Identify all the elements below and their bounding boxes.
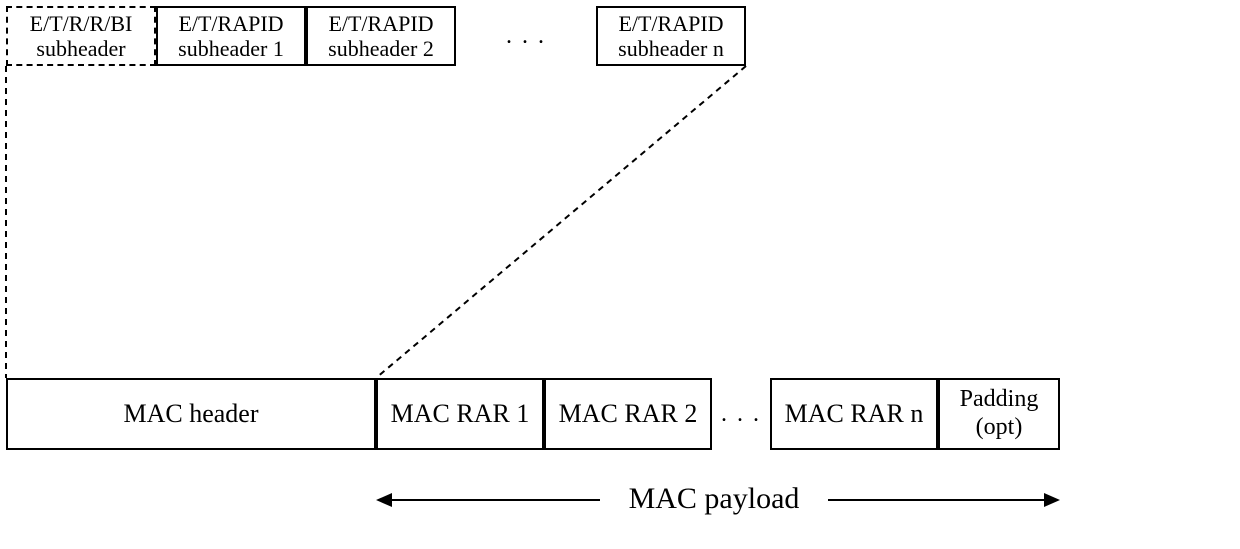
padding-box: Padding (opt) (938, 378, 1060, 450)
subheader-2-line2: subheader 2 (328, 36, 434, 61)
padding-line1: Padding (960, 386, 1039, 414)
subheader-n-line1: E/T/RAPID (618, 11, 723, 36)
mac-rar-2-box: MAC RAR 2 (544, 378, 712, 450)
subheader-1-line2: subheader 1 (178, 36, 284, 61)
subheader-n-line2: subheader n (618, 36, 724, 61)
padding-line2: (opt) (976, 414, 1023, 442)
mac-header-box: MAC header (6, 378, 376, 450)
subheader-bi-line1: E/T/R/R/BI (30, 11, 133, 36)
subheader-bi-box: E/T/R/R/BI subheader (6, 6, 156, 66)
pdu-ellipsis-text: . . . (721, 401, 761, 428)
mac-payload-label-text: MAC payload (629, 482, 800, 515)
subheader-n-box: E/T/RAPID subheader n (596, 6, 746, 66)
subheader-2-line1: E/T/RAPID (328, 11, 433, 36)
mac-rar-1-label: MAC RAR 1 (391, 399, 530, 429)
subheader-ellipsis: . . . (456, 6, 596, 66)
payload-arrowhead-right (1044, 493, 1060, 507)
subheader-ellipsis-text: . . . (506, 23, 546, 50)
mac-header-label: MAC header (123, 399, 258, 429)
payload-arrowhead-left (376, 493, 392, 507)
subheader-1-line1: E/T/RAPID (178, 11, 283, 36)
mac-rar-n-label: MAC RAR n (785, 399, 924, 429)
pdu-ellipsis: . . . (712, 378, 770, 450)
mac-rar-2-label: MAC RAR 2 (559, 399, 698, 429)
mac-rar-n-box: MAC RAR n (770, 378, 938, 450)
connector-right-dashed (376, 66, 746, 378)
mac-payload-label: MAC payload (600, 482, 828, 516)
mac-rar-1-box: MAC RAR 1 (376, 378, 544, 450)
subheader-2-box: E/T/RAPID subheader 2 (306, 6, 456, 66)
subheader-bi-line2: subheader (36, 36, 125, 61)
subheader-1-box: E/T/RAPID subheader 1 (156, 6, 306, 66)
diagram-lines (0, 0, 1240, 549)
